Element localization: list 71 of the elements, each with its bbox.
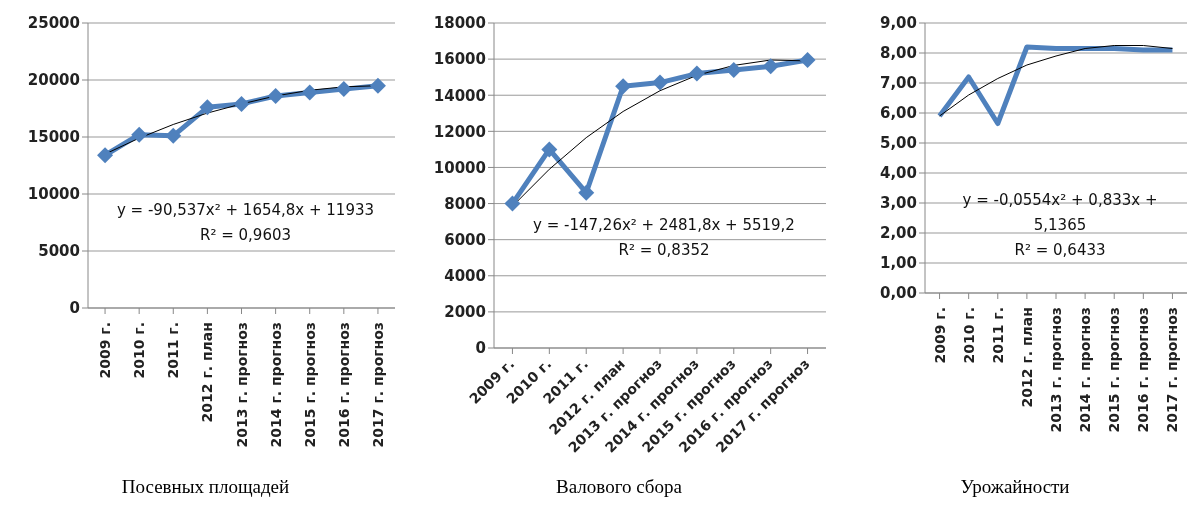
y-tick-label: 8,00 xyxy=(879,44,917,63)
annotation: R² = 0,8352 xyxy=(617,240,711,261)
annotation: R² = 0,6433 xyxy=(1013,240,1107,261)
point xyxy=(97,147,114,164)
y-tick-label: 0,00 xyxy=(879,284,917,303)
y-tick-label: 10000 xyxy=(27,185,80,204)
y-tick-label: 0 xyxy=(475,339,486,358)
x-tick-label: 2012 г. план xyxy=(1018,307,1035,408)
y-tick-label: 6000 xyxy=(444,230,486,249)
annotation: R² = 0,9603 xyxy=(199,225,292,246)
y-tick-label: 4000 xyxy=(444,267,486,286)
point xyxy=(233,95,250,112)
y-tick-label: 7,00 xyxy=(879,74,917,93)
annotation: y = -90,537x² + 1654,8x + 11933 xyxy=(115,200,376,221)
y-tick-label: 18000 xyxy=(433,14,486,33)
y-tick-label: 12000 xyxy=(433,122,486,141)
point xyxy=(504,195,521,212)
y-tick-label: 2,00 xyxy=(879,224,917,243)
point xyxy=(267,87,284,104)
x-tick-label: 2009 г. xyxy=(97,322,114,379)
point xyxy=(725,61,742,78)
x-tick-label: 2010 г. xyxy=(131,322,148,379)
point xyxy=(131,126,148,143)
y-tick-label: 6,00 xyxy=(879,104,917,123)
y-tick-label: 10000 xyxy=(433,158,486,177)
point xyxy=(335,81,352,98)
x-tick-label: 2010 г. xyxy=(960,307,977,364)
y-tick-label: 2000 xyxy=(444,303,486,322)
point xyxy=(301,84,318,101)
x-tick-label: 2009 г. xyxy=(931,307,948,364)
point xyxy=(762,58,779,75)
x-tick-label: 2013 г. прогноз xyxy=(1048,307,1064,433)
point xyxy=(578,184,595,201)
x-tick-label: 2013 г. прогноз xyxy=(233,322,250,448)
x-tick-label: 2015 г. прогноз xyxy=(301,322,318,448)
x-tick-label: 2016 г. прогноз xyxy=(335,322,352,448)
x-tick-label: 2011 г. xyxy=(165,322,182,379)
point xyxy=(199,99,216,116)
x-tick-label: 2017 г. прогноз xyxy=(1164,307,1181,433)
point xyxy=(541,141,558,158)
point xyxy=(688,65,705,82)
point xyxy=(615,78,632,95)
point xyxy=(652,74,668,91)
x-tick-label: 2011 г. xyxy=(989,307,1006,364)
y-tick-label: 14000 xyxy=(433,86,486,105)
y-tick-label: 5000 xyxy=(38,242,80,261)
text: Посевных площадей xyxy=(120,476,291,498)
annotation: y = -147,26x² + 2481,8x + 5519,2 xyxy=(532,215,796,236)
annotation: y = -0,0554x² + 0,833x + 5,1365 xyxy=(961,190,1159,236)
x-tick-label: 2014 г. прогноз xyxy=(267,322,284,448)
y-tick-label: 1,00 xyxy=(879,254,917,273)
y-tick-label: 5,00 xyxy=(879,134,917,153)
point xyxy=(799,52,816,69)
y-tick-label: 20000 xyxy=(27,71,80,90)
point xyxy=(369,77,386,94)
point xyxy=(165,127,182,144)
y-tick-label: 0 xyxy=(69,299,80,318)
text: Урожайности xyxy=(959,476,1071,498)
x-tick-label: 2012 г. план xyxy=(199,322,216,423)
y-tick-label: 9,00 xyxy=(879,14,917,33)
y-tick-label: 4,00 xyxy=(879,164,917,183)
y-tick-label: 25000 xyxy=(27,14,80,33)
x-tick-label: 2016 г. прогноз xyxy=(1135,307,1152,433)
x-tick-label: 2014 г. прогноз xyxy=(1077,307,1094,433)
y-tick-label: 8000 xyxy=(444,194,486,213)
y-tick-label: 15000 xyxy=(27,128,80,147)
text: Валового сбора xyxy=(555,476,683,498)
y-tick-label: 3,00 xyxy=(879,194,917,213)
x-tick-label: 2017 г. прогноз xyxy=(369,322,386,448)
x-tick-label: 2015 г. прогноз xyxy=(1106,307,1123,433)
y-tick-label: 16000 xyxy=(433,50,486,69)
